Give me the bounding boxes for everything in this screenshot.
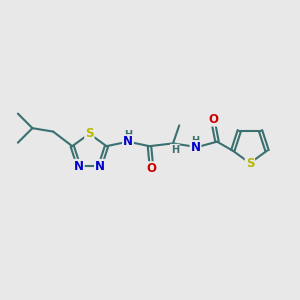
Text: N: N: [74, 160, 84, 173]
Text: O: O: [146, 162, 156, 175]
Text: H: H: [191, 136, 200, 146]
Text: H: H: [171, 145, 179, 154]
Text: N: N: [190, 141, 200, 154]
Text: N: N: [95, 160, 105, 173]
Text: N: N: [123, 135, 133, 148]
Text: H: H: [124, 130, 132, 140]
Text: S: S: [85, 127, 94, 140]
Text: O: O: [208, 112, 218, 126]
Text: S: S: [246, 157, 254, 169]
